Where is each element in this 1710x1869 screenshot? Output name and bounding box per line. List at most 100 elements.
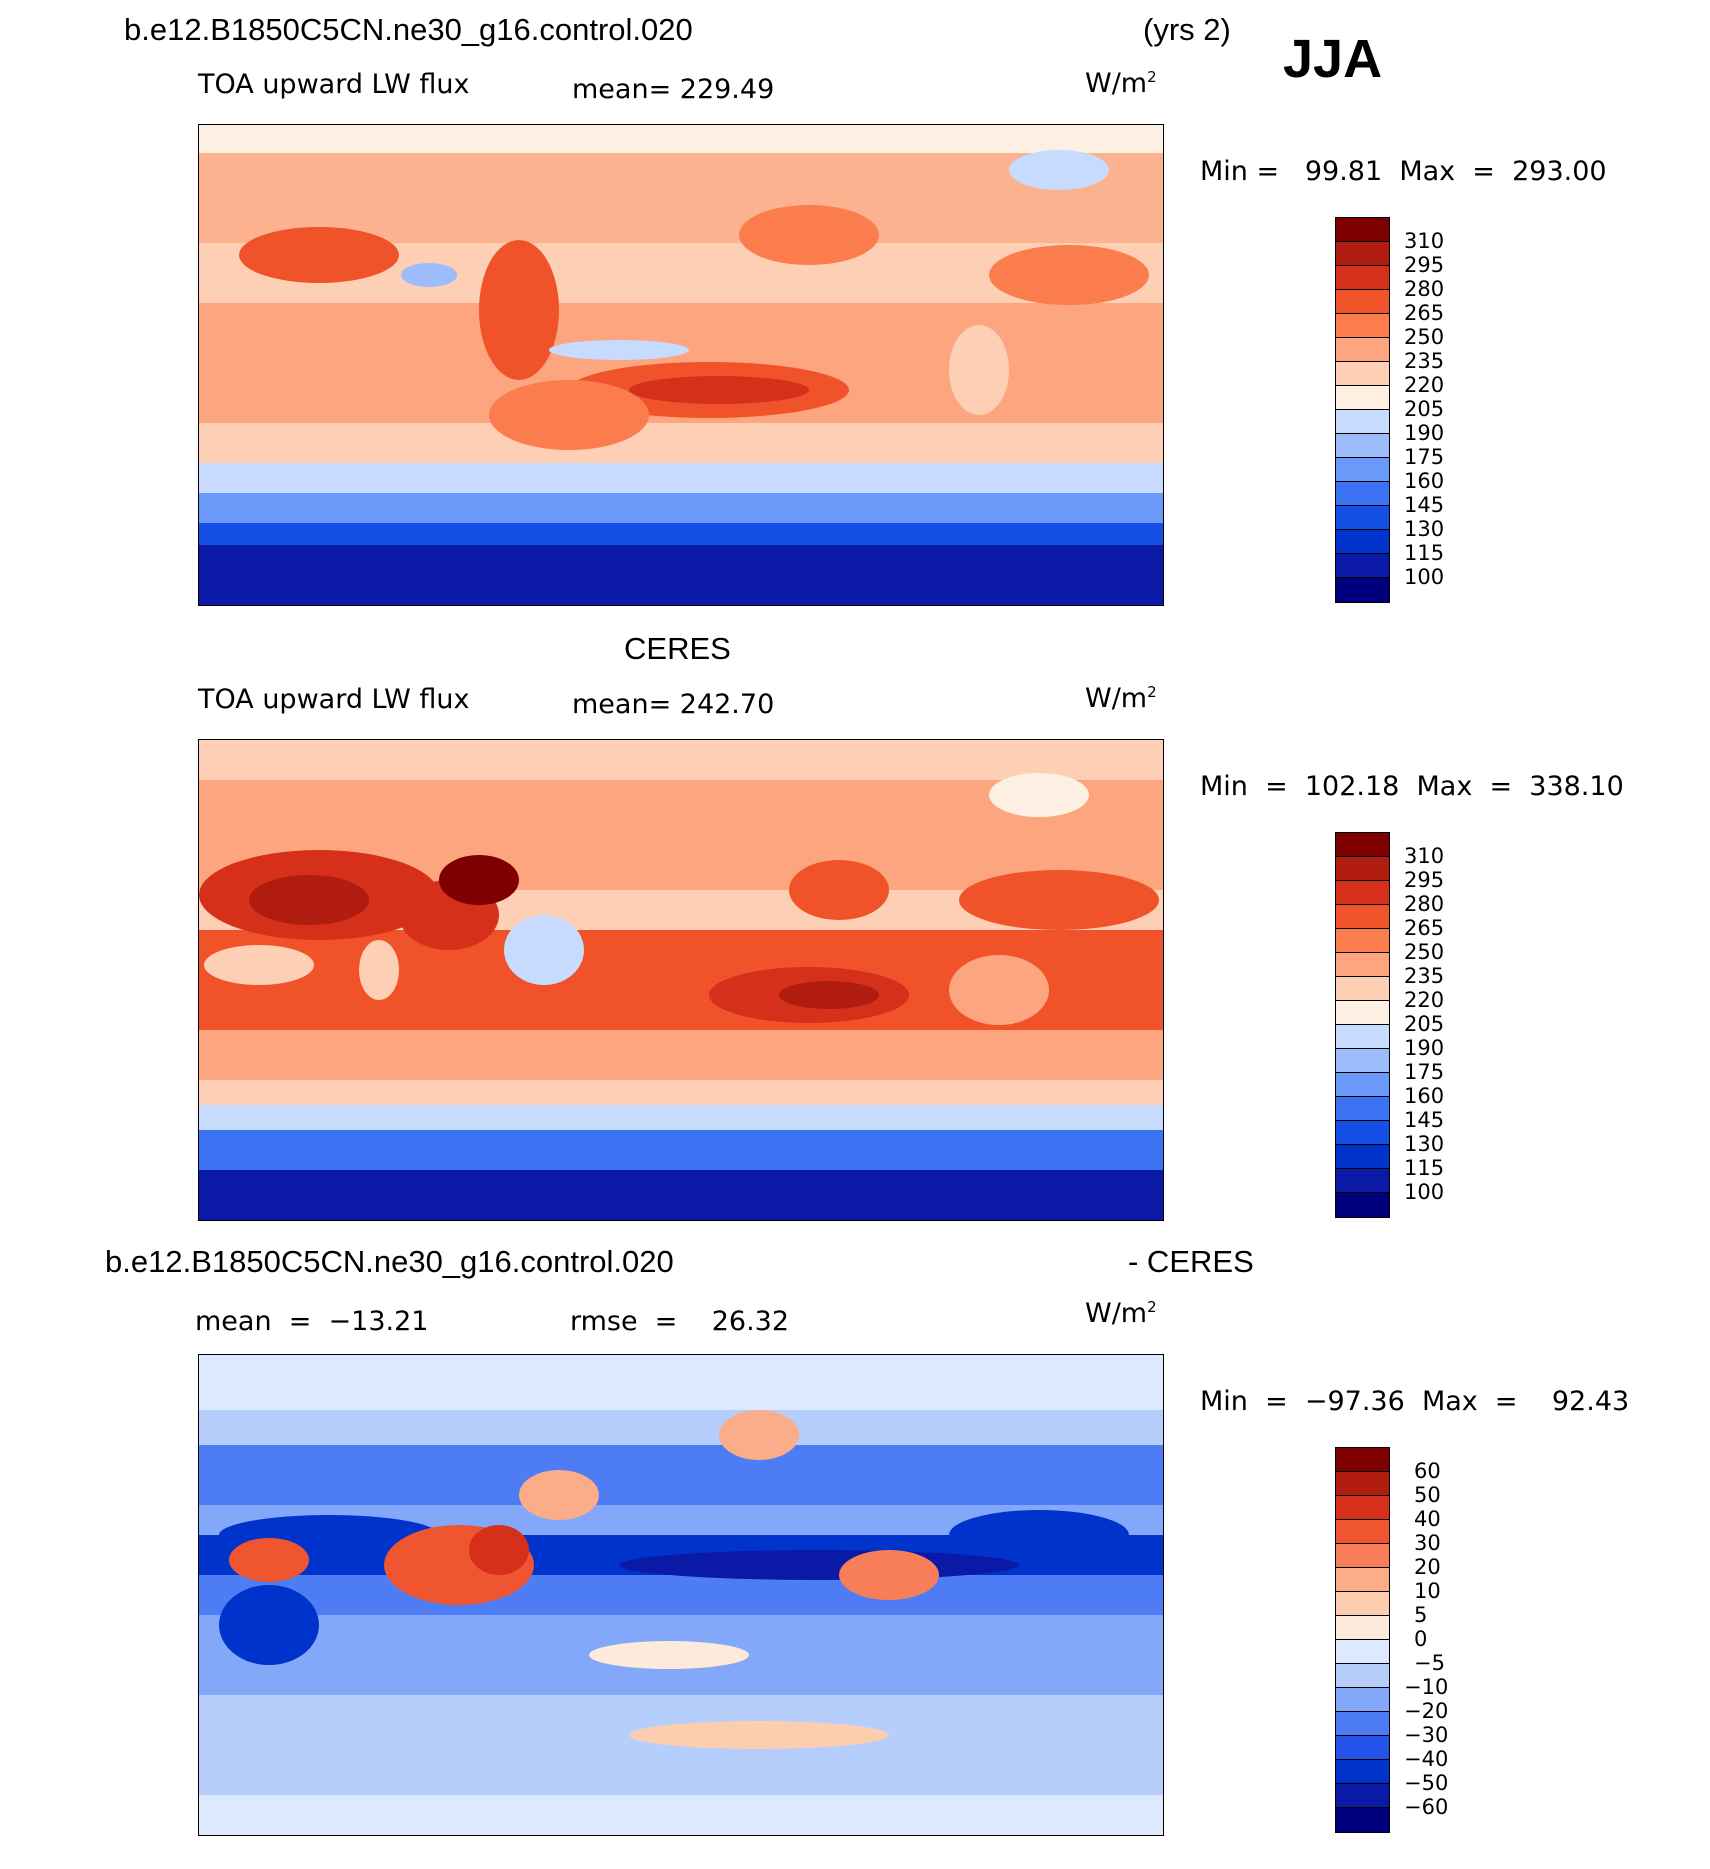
case-title: b.e12.B1850C5CN.ne30_g16.control.020 — [124, 12, 693, 47]
colorbar-tick-label: 160 — [1404, 469, 1445, 493]
colorbar-segment — [1336, 833, 1389, 857]
colorbar-segment — [1336, 1073, 1389, 1097]
colorbar-segment — [1336, 929, 1389, 953]
colorbar-segment — [1336, 1520, 1389, 1544]
season-label: JJA — [1283, 29, 1383, 89]
map-difference — [198, 1354, 1164, 1836]
colorbar-segment — [1336, 1049, 1389, 1073]
panel-mean-label: mean= 229.49 — [572, 74, 775, 105]
colorbar-tick-label: 295 — [1404, 253, 1445, 277]
colorbar-tick-label: 50 — [1414, 1483, 1441, 1507]
colorbar-segment — [1336, 1496, 1389, 1520]
colorbar-segment — [1336, 314, 1389, 338]
colorbar-model — [1335, 217, 1390, 603]
colorbar-segment — [1336, 1145, 1389, 1169]
colorbar-tick-label: 145 — [1404, 493, 1445, 517]
colorbar-segment — [1336, 1784, 1389, 1808]
colorbar-tick-label: 130 — [1404, 1132, 1445, 1156]
colorbar-tick-label: 20 — [1414, 1555, 1441, 1579]
panel-title: CERES — [624, 631, 731, 666]
colorbar-tick-label: 280 — [1404, 277, 1445, 301]
colorbar-tick-label: 220 — [1404, 988, 1445, 1012]
colorbar-tick-label: 235 — [1404, 964, 1445, 988]
colorbar-tick-label: −20 — [1404, 1699, 1449, 1723]
panel-minmax-label: Min = 102.18 Max = 338.10 — [1200, 771, 1624, 802]
colorbar-segment — [1336, 1001, 1389, 1025]
colorbar-segment — [1336, 1616, 1389, 1640]
colorbar-segment — [1336, 1760, 1389, 1784]
colorbar-tick-label: 235 — [1404, 349, 1445, 373]
colorbar-segment — [1336, 218, 1389, 242]
colorbar-segment — [1336, 338, 1389, 362]
colorbar-segment — [1336, 1025, 1389, 1049]
panel-units-label: W/m2 — [1085, 683, 1157, 714]
map-ceres — [198, 739, 1164, 1221]
colorbar-segment — [1336, 1664, 1389, 1688]
colorbar-segment — [1336, 857, 1389, 881]
colorbar-tick-label: 190 — [1404, 1036, 1445, 1060]
colorbar-segment — [1336, 266, 1389, 290]
colorbar-difference — [1335, 1447, 1390, 1833]
colorbar-segment — [1336, 1688, 1389, 1712]
colorbar-segment — [1336, 458, 1389, 482]
panel-rmse-label: rmse = 26.32 — [570, 1306, 790, 1337]
colorbar-tick-label: 265 — [1404, 916, 1445, 940]
colorbar-tick-label: 100 — [1404, 565, 1445, 589]
colorbar-tick-label: 250 — [1404, 940, 1445, 964]
panel-units-label: W/m2 — [1085, 1298, 1157, 1329]
panel-title-right: - CERES — [1128, 1244, 1254, 1279]
colorbar-tick-label: 250 — [1404, 325, 1445, 349]
colorbar-segment — [1336, 905, 1389, 929]
panel-mean-label: mean = −13.21 — [195, 1306, 429, 1337]
colorbar-tick-label: 115 — [1404, 541, 1445, 565]
colorbar-segment — [1336, 554, 1389, 578]
panel-mean-label: mean= 242.70 — [572, 689, 775, 720]
colorbar-tick-label: 60 — [1414, 1459, 1441, 1483]
colorbar-segment — [1336, 977, 1389, 1001]
colorbar-segment — [1336, 953, 1389, 977]
colorbar-tick-label: −10 — [1404, 1675, 1449, 1699]
colorbar-segment — [1336, 578, 1389, 602]
colorbar-ceres — [1335, 832, 1390, 1218]
colorbar-tick-label: 190 — [1404, 421, 1445, 445]
colorbar-tick-label: 115 — [1404, 1156, 1445, 1180]
colorbar-segment — [1336, 1472, 1389, 1496]
map-field — [199, 125, 1163, 605]
colorbar-segment — [1336, 434, 1389, 458]
panel-variable-label: TOA upward LW flux — [198, 69, 470, 100]
colorbar-tick-label: 310 — [1404, 844, 1445, 868]
colorbar-tick-label: 100 — [1404, 1180, 1445, 1204]
colorbar-tick-label: 40 — [1414, 1507, 1441, 1531]
colorbar-tick-label: 295 — [1404, 868, 1445, 892]
map-field — [199, 1355, 1163, 1835]
colorbar-tick-label: 220 — [1404, 373, 1445, 397]
colorbar-segment — [1336, 530, 1389, 554]
colorbar-tick-label: 5 — [1414, 1603, 1428, 1627]
colorbar-segment — [1336, 290, 1389, 314]
map-model — [198, 124, 1164, 606]
colorbar-tick-label: 265 — [1404, 301, 1445, 325]
colorbar-tick-label: 145 — [1404, 1108, 1445, 1132]
colorbar-tick-label: 130 — [1404, 517, 1445, 541]
colorbar-segment — [1336, 410, 1389, 434]
colorbar-segment — [1336, 1121, 1389, 1145]
colorbar-segment — [1336, 1592, 1389, 1616]
colorbar-tick-label: −60 — [1404, 1795, 1449, 1819]
colorbar-segment — [1336, 242, 1389, 266]
colorbar-tick-label: −40 — [1404, 1747, 1449, 1771]
colorbar-tick-label: 0 — [1414, 1627, 1428, 1651]
colorbar-tick-label: 310 — [1404, 229, 1445, 253]
colorbar-segment — [1336, 1193, 1389, 1217]
colorbar-tick-label: −30 — [1404, 1723, 1449, 1747]
colorbar-tick-label: 205 — [1404, 1012, 1445, 1036]
panel-minmax-label: Min = −97.36 Max = 92.43 — [1200, 1386, 1630, 1417]
years-label: (yrs 2) — [1143, 12, 1231, 47]
colorbar-tick-label: −5 — [1414, 1651, 1445, 1675]
colorbar-segment — [1336, 881, 1389, 905]
colorbar-tick-label: 205 — [1404, 397, 1445, 421]
colorbar-segment — [1336, 1808, 1389, 1832]
panel-variable-label: TOA upward LW flux — [198, 684, 470, 715]
panel-title-left: b.e12.B1850C5CN.ne30_g16.control.020 — [105, 1244, 674, 1279]
colorbar-segment — [1336, 386, 1389, 410]
colorbar-tick-label: 10 — [1414, 1579, 1441, 1603]
